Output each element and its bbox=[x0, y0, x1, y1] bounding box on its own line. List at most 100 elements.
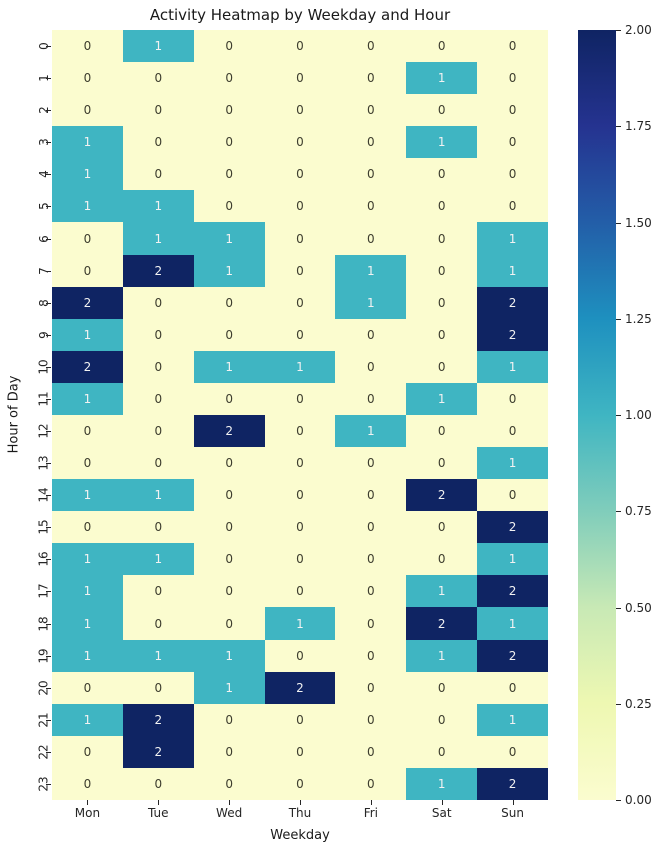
colorbar-tick-mark bbox=[616, 222, 621, 224]
heatmap-cell: 0 bbox=[406, 703, 478, 736]
heatmap-cell: 0 bbox=[477, 62, 548, 95]
heatmap-cell: 0 bbox=[335, 479, 407, 512]
heatmap-cell: 0 bbox=[406, 350, 478, 383]
heatmap-cell: 0 bbox=[264, 222, 336, 255]
y-tick-mark bbox=[46, 398, 51, 400]
heatmap-cell: 0 bbox=[122, 382, 194, 415]
heatmap-cell: 0 bbox=[335, 222, 407, 255]
heatmap-cell: 0 bbox=[335, 671, 407, 704]
heatmap-cell: 0 bbox=[264, 158, 336, 191]
y-tick-mark bbox=[46, 270, 51, 272]
y-tick-mark bbox=[46, 431, 51, 433]
heatmap-cell: 2 bbox=[52, 286, 123, 319]
heatmap-cell: 0 bbox=[335, 639, 407, 672]
x-tick-label: Tue bbox=[148, 806, 169, 820]
heatmap-cell: 0 bbox=[193, 318, 265, 351]
colorbar-tick-mark bbox=[616, 607, 621, 609]
heatmap-cell: 0 bbox=[52, 767, 123, 800]
heatmap-cell: 2 bbox=[477, 639, 548, 672]
heatmap-cell: 0 bbox=[264, 511, 336, 544]
heatmap-cell: 0 bbox=[335, 126, 407, 159]
heatmap-cell: 2 bbox=[477, 575, 548, 608]
heatmap-cell: 0 bbox=[193, 30, 265, 63]
y-tick-mark bbox=[46, 334, 51, 336]
heatmap-cell: 0 bbox=[477, 479, 548, 512]
heatmap-cell: 0 bbox=[122, 575, 194, 608]
heatmap-cell: 0 bbox=[193, 479, 265, 512]
x-tick-label: Mon bbox=[74, 806, 101, 820]
y-tick-mark bbox=[46, 559, 51, 561]
heatmap-cell: 0 bbox=[335, 190, 407, 223]
heatmap-cell: 0 bbox=[406, 671, 478, 704]
heatmap-cell: 0 bbox=[193, 94, 265, 127]
heatmap-cell: 1 bbox=[406, 382, 478, 415]
heatmap-cell: 0 bbox=[264, 414, 336, 448]
heatmap-cell: 1 bbox=[335, 414, 407, 448]
x-tick-mark bbox=[229, 800, 231, 805]
heatmap-cell: 0 bbox=[406, 511, 478, 544]
y-tick-mark bbox=[46, 591, 51, 593]
heatmap-cell: 1 bbox=[477, 254, 548, 287]
heatmap-cell: 0 bbox=[264, 190, 336, 223]
heatmap-cell: 1 bbox=[477, 703, 548, 736]
heatmap-cell: 1 bbox=[193, 350, 265, 383]
colorbar-tick-mark bbox=[616, 318, 621, 320]
x-axis-tick-labels: Mon Tue Wed Thu Fri Sat Sun bbox=[52, 806, 548, 822]
heatmap-cell: 1 bbox=[52, 190, 123, 223]
heatmap-cell: 1 bbox=[477, 222, 548, 255]
x-axis-label: Weekday bbox=[270, 828, 330, 843]
heatmap-cell: 0 bbox=[335, 318, 407, 351]
y-tick-mark bbox=[46, 463, 51, 465]
heatmap-cell: 0 bbox=[193, 735, 265, 768]
colorbar-tick-label: 0.00 bbox=[625, 793, 652, 807]
heatmap-cell: 0 bbox=[264, 703, 336, 736]
x-tick-mark bbox=[441, 800, 443, 805]
x-tick-mark bbox=[300, 800, 301, 805]
heatmap-cell: 0 bbox=[264, 94, 336, 127]
heatmap-cell: 0 bbox=[52, 222, 123, 255]
heatmap-cell: 2 bbox=[122, 254, 194, 287]
heatmap-cell: 0 bbox=[406, 447, 478, 480]
y-tick-mark bbox=[46, 174, 51, 176]
y-tick-mark bbox=[46, 751, 51, 753]
heatmap-cell: 0 bbox=[264, 318, 336, 351]
heatmap-cell: 0 bbox=[335, 158, 407, 191]
heatmap-cell: 0 bbox=[406, 30, 478, 63]
y-tick-mark bbox=[46, 783, 51, 785]
heatmap-cell: 2 bbox=[406, 479, 478, 512]
heatmap-cell: 0 bbox=[193, 158, 265, 191]
heatmap-cell: 0 bbox=[52, 254, 123, 287]
heatmap-cell: 0 bbox=[406, 254, 478, 287]
heatmap-cell: 0 bbox=[406, 318, 478, 351]
heatmap-cell: 0 bbox=[193, 575, 265, 608]
heatmap-cell: 1 bbox=[52, 318, 123, 351]
heatmap-cell: 1 bbox=[193, 222, 265, 255]
x-tick-mark bbox=[87, 800, 89, 805]
colorbar-tick-label: 0.25 bbox=[625, 696, 652, 711]
y-tick-mark bbox=[46, 527, 51, 529]
heatmap-cell: 0 bbox=[406, 735, 478, 768]
heatmap-cell: 2 bbox=[52, 350, 123, 383]
heatmap-cell: 0 bbox=[122, 447, 194, 480]
heatmap-cell: 0 bbox=[52, 671, 123, 704]
heatmap-cell: 1 bbox=[122, 190, 194, 223]
heatmap-cell: 0 bbox=[122, 318, 194, 351]
heatmap-cell: 0 bbox=[193, 62, 265, 95]
x-tick-label: Thu bbox=[288, 806, 312, 820]
heatmap-cell: 0 bbox=[264, 575, 336, 608]
heatmap-cell: 1 bbox=[193, 639, 265, 672]
heatmap-cell: 0 bbox=[406, 94, 478, 127]
heatmap-cell: 1 bbox=[477, 607, 548, 640]
heatmap-cell: 0 bbox=[335, 735, 407, 768]
heatmap-cell: 1 bbox=[52, 479, 123, 512]
colorbar-tick-label: 0.50 bbox=[625, 600, 652, 615]
heatmap-cell: 1 bbox=[406, 62, 478, 95]
heatmap-cell: 1 bbox=[335, 254, 407, 287]
chart-title: Activity Heatmap by Weekday and Hour bbox=[149, 6, 451, 24]
heatmap-cell: 0 bbox=[335, 350, 407, 383]
colorbar-tick-label: 2.00 bbox=[625, 23, 652, 37]
heatmap-cell: 0 bbox=[193, 703, 265, 736]
heatmap-cell: 1 bbox=[406, 767, 478, 800]
heatmap-cell: 2 bbox=[193, 414, 265, 448]
